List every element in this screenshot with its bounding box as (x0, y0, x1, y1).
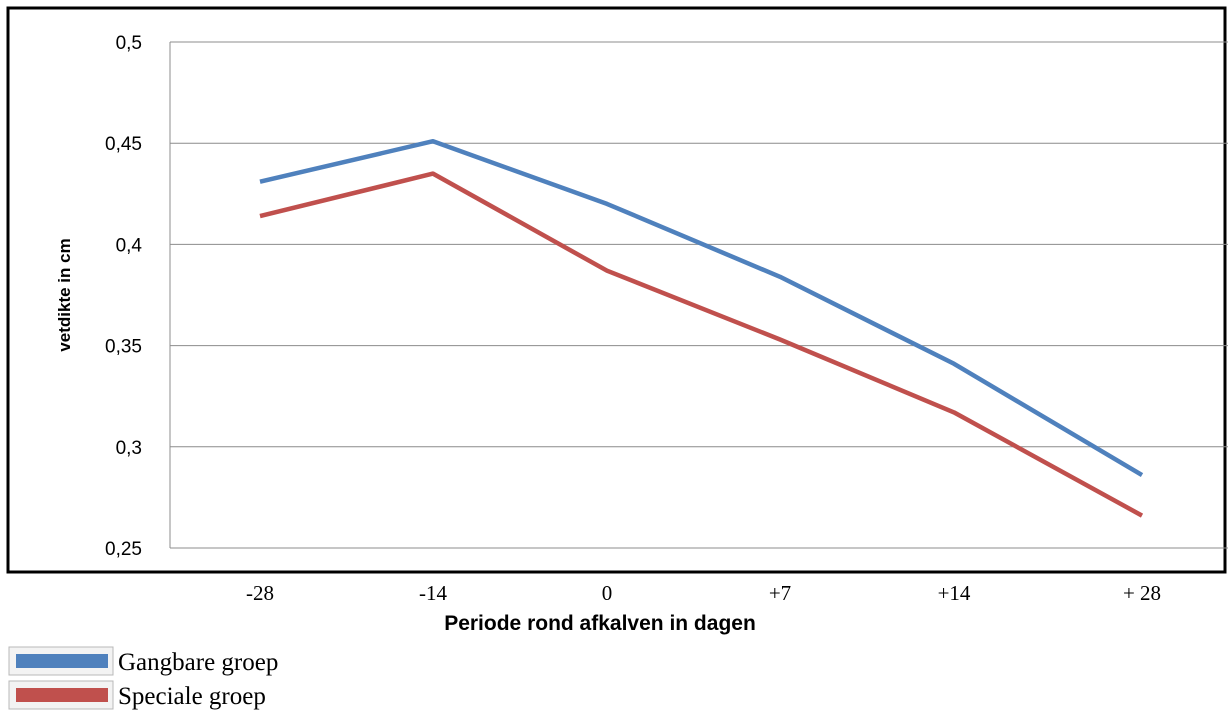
series-line-1 (259, 138, 1144, 478)
y-tick-label: 0,25 (105, 539, 142, 560)
y-tick-labels: 0,25 0,3 0,35 0,4 0,45 0,5 (105, 33, 142, 560)
y-tick-label: 0,3 (116, 438, 142, 459)
x-tick-label: + 28 (1123, 581, 1161, 605)
gridlines (169, 41, 1228, 549)
chart-frame (6, 6, 1227, 574)
y-tick-label: 0,4 (116, 235, 143, 256)
series-line-2 (259, 171, 1144, 518)
series-lines (259, 138, 1144, 518)
x-tick-label: -14 (419, 581, 447, 605)
legend-label: Speciale groep (118, 683, 266, 710)
legend-label: Gangbare groep (118, 649, 278, 676)
x-tick-label: -28 (246, 581, 274, 605)
x-tick-label: +7 (769, 581, 791, 605)
legend-swatch (16, 688, 108, 702)
y-axis-label: vetdikte in cm (55, 238, 74, 351)
y-tick-label: 0,5 (116, 33, 142, 54)
legend-swatch (16, 654, 108, 668)
x-tick-label: 0 (602, 581, 613, 605)
y-tick-label: 0,35 (105, 337, 142, 358)
x-tick-labels: -28 -14 0 +7 +14 + 28 (246, 581, 1161, 605)
x-axis-label: Periode rond afkalven in dagen (444, 612, 756, 635)
x-tick-label: +14 (938, 581, 971, 605)
legend: Gangbare groep Speciale groep (8, 646, 278, 710)
y-tick-label: 0,45 (105, 134, 142, 155)
